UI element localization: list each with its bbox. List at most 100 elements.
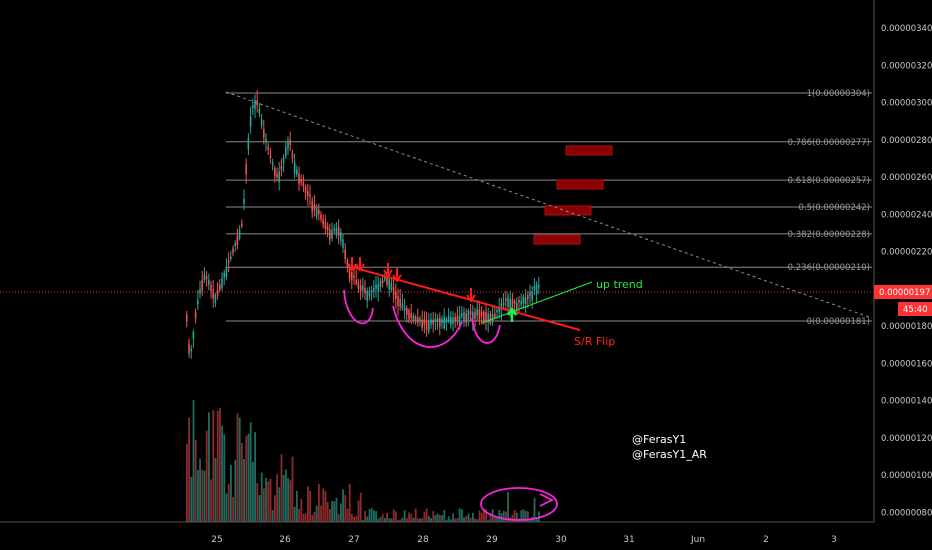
- candle-body: [474, 311, 476, 320]
- volume-bar: [480, 512, 483, 522]
- candle-body: [247, 138, 250, 150]
- volume-bar: [221, 425, 223, 522]
- candle-body: [289, 139, 291, 146]
- volume-bar: [340, 503, 342, 522]
- volume-bar: [197, 469, 199, 522]
- volume-bar: [434, 514, 437, 522]
- candle-body: [201, 279, 203, 291]
- candle-body: [392, 287, 395, 296]
- candle-body: [208, 279, 210, 285]
- price-tick-label: 0.00000280: [881, 136, 932, 146]
- resistance-boxes[interactable]: [533, 145, 613, 245]
- time-tick-label: 26: [279, 535, 291, 545]
- candle-body: [241, 223, 243, 227]
- candle-body: [439, 317, 441, 327]
- volume-bar: [370, 508, 373, 522]
- volume-bar: [395, 511, 397, 522]
- volume-bar: [344, 494, 347, 522]
- price-tick-label: 0.00000180: [881, 322, 932, 332]
- up-trend-line[interactable]: [481, 281, 593, 324]
- volume-bar: [265, 477, 267, 522]
- resistance-box[interactable]: [544, 205, 592, 216]
- candle-body: [425, 321, 428, 330]
- candle-body: [483, 311, 485, 321]
- volume-bar: [353, 516, 355, 522]
- resistance-box[interactable]: [533, 234, 581, 245]
- candle-body: [355, 279, 357, 284]
- volume-bar: [302, 513, 305, 522]
- volume-bar: [331, 501, 333, 522]
- candle-body: [476, 309, 478, 316]
- volume-bar: [194, 439, 197, 522]
- candle-body: [368, 290, 371, 296]
- candle-body: [188, 343, 190, 354]
- candle-body: [267, 146, 269, 150]
- candle-body: [205, 276, 208, 280]
- fib-level-label: 0.5(0.00000242): [798, 203, 870, 213]
- volume-bar: [326, 501, 329, 522]
- candle-body: [399, 298, 401, 307]
- volume-bar: [428, 515, 430, 522]
- candle-body: [263, 129, 265, 138]
- time-axis-panel[interactable]: [0, 522, 932, 550]
- price-axis-panel[interactable]: [874, 0, 932, 522]
- volume-bar: [351, 513, 353, 522]
- price-tick-label: 0.00000160: [881, 359, 932, 369]
- volume-bar: [254, 432, 256, 522]
- price-tick-label: 0.00000220: [881, 248, 932, 258]
- candle-body: [472, 311, 474, 323]
- candle-body: [366, 290, 368, 301]
- volume-bar: [368, 508, 371, 522]
- candle-body: [282, 157, 285, 163]
- candle-body: [452, 317, 454, 324]
- candle-body: [489, 313, 492, 324]
- candle-body: [516, 302, 518, 313]
- candle-body: [234, 242, 236, 246]
- volume-bar: [293, 506, 296, 522]
- price-tick-label: 0.00000320: [881, 61, 932, 71]
- volume-bar: [263, 488, 265, 522]
- candle-body: [410, 313, 412, 318]
- volume-bar: [474, 518, 476, 522]
- volume-bar: [529, 518, 531, 522]
- countdown-value: 45:40: [903, 305, 928, 315]
- resistance-box[interactable]: [556, 179, 604, 190]
- candle-body: [434, 318, 437, 322]
- volume-bar: [498, 509, 501, 522]
- candle-body: [252, 105, 254, 108]
- candle-body: [403, 307, 406, 311]
- resistance-box[interactable]: [565, 145, 613, 156]
- candle-body: [419, 318, 421, 321]
- volume-bar: [322, 488, 325, 522]
- volume-bar: [445, 519, 448, 522]
- countdown-tag: [898, 302, 932, 316]
- candle-body: [478, 309, 481, 320]
- candle-body: [450, 316, 452, 325]
- volume-bar: [318, 483, 320, 522]
- candle-body: [296, 169, 298, 175]
- volume-bar: [329, 509, 331, 522]
- candle-body: [469, 311, 472, 315]
- time-tick-label: 31: [623, 535, 634, 545]
- volume-bar: [522, 509, 525, 522]
- candle-body: [417, 317, 419, 324]
- candle-body: [320, 214, 322, 220]
- candle-body: [498, 307, 500, 313]
- volume-bar: [377, 518, 380, 522]
- fib-level-label: 0.236(0.00000210): [788, 263, 870, 273]
- candle-body: [491, 314, 494, 323]
- candle-body: [346, 260, 349, 267]
- current-price-value: 0.00000197: [879, 288, 930, 298]
- candle-body: [518, 299, 520, 303]
- candle-body: [219, 284, 221, 290]
- volume-bar: [245, 435, 248, 522]
- volume-bar: [337, 514, 340, 522]
- volume-bar: [441, 515, 443, 522]
- descending-dashed-trendline[interactable]: [225, 91, 873, 319]
- volume-bar: [208, 412, 210, 522]
- volume-bar: [355, 516, 358, 522]
- volume-bar: [520, 510, 523, 522]
- sr-flip-trendline[interactable]: [347, 265, 581, 331]
- candle-body: [315, 208, 318, 217]
